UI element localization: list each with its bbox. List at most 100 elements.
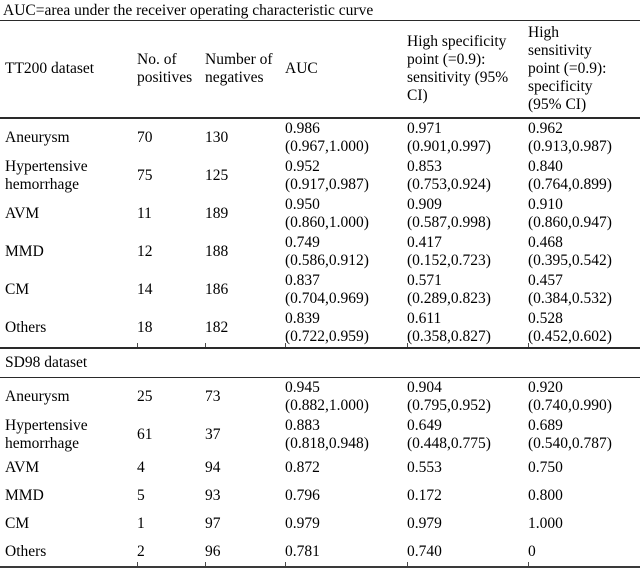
sensitivity-value: 0.979 <box>407 515 442 532</box>
auc-confidence-interval: (0.818,0.948) <box>285 435 369 452</box>
sensitivity-value: 0.571 <box>407 272 442 289</box>
specificity-value: 0.689 <box>528 417 563 434</box>
specificity-confidence-interval: (0.384,0.532) <box>528 290 612 307</box>
auc-confidence-interval: (0.917,0.987) <box>285 176 369 193</box>
cell-positives: 12 <box>137 243 153 260</box>
table-row: CM 14 186 0.837 (0.704,0.969) 0.571 (0.2… <box>0 271 640 309</box>
specificity-value: 0.468 <box>528 234 563 251</box>
cell-specificity: 0.528 (0.452,0.602) <box>528 309 640 348</box>
cell-specificity: 0.457 (0.384,0.532) <box>528 271 640 309</box>
cell-positives: 1 <box>137 515 145 532</box>
sensitivity-value: 0.611 <box>407 310 442 327</box>
sensitivity-confidence-interval: (0.753,0.924) <box>407 176 491 193</box>
auc-value: 0.986 <box>285 120 320 137</box>
specificity-value: 0.920 <box>528 379 563 396</box>
cell-category: Aneurysm <box>5 388 70 405</box>
cell-category: AVM <box>5 205 40 222</box>
sensitivity-confidence-interval: (0.152,0.723) <box>407 252 491 269</box>
cell-negatives: 94 <box>205 459 221 476</box>
column-header-positives: No. of positives <box>137 21 205 119</box>
auc-value: 0.883 <box>285 417 320 434</box>
sensitivity-confidence-interval: (0.587,0.998) <box>407 214 491 231</box>
cell-positives: 2 <box>137 538 205 567</box>
table-row: Others 2 96 0.781 0.740 0 <box>0 538 640 567</box>
cell-positives: 14 <box>137 281 153 298</box>
auc-value: 0.952 <box>285 158 320 175</box>
cell-positives: 25 <box>137 388 153 405</box>
table-row: MMD 12 188 0.749 (0.586,0.912) 0.417 (0.… <box>0 233 640 271</box>
column-header-high-specificity: High specificity point (=0.9): sensitivi… <box>407 21 528 119</box>
cell-negatives: 130 <box>205 129 229 146</box>
cell-sensitivity: 0.909 (0.587,0.998) <box>407 195 528 233</box>
specificity-confidence-interval: (0.740,0.990) <box>528 397 612 414</box>
cell-sensitivity: 0.417 (0.152,0.723) <box>407 233 528 271</box>
specificity-value: 0.457 <box>528 272 563 289</box>
auc-value: 0.781 <box>285 543 320 560</box>
sensitivity-confidence-interval: (0.901,0.997) <box>407 138 491 155</box>
cell-auc: 0.837 (0.704,0.969) <box>285 271 407 309</box>
cell-auc: 0.839 (0.722,0.959) <box>285 309 407 348</box>
auc-value: 0.839 <box>285 310 320 327</box>
cell-sensitivity: 0.853 (0.753,0.924) <box>407 157 528 195</box>
sensitivity-value: 0.649 <box>407 417 442 434</box>
column-header-dataset: TT200 dataset <box>0 21 137 119</box>
table-row: Hypertensive hemorrhage 75 125 0.952 (0.… <box>0 157 640 195</box>
sensitivity-value: 0.417 <box>407 234 442 251</box>
specificity-confidence-interval: (0.395,0.542) <box>528 252 612 269</box>
specificity-value: 0.840 <box>528 158 563 175</box>
column-header-high-sensitivity: High sensitivity point (=0.9): specifici… <box>528 21 640 119</box>
cell-negatives: 97 <box>205 515 221 532</box>
cell-auc: 0.950 (0.860,1.000) <box>285 195 407 233</box>
sensitivity-value: 0.740 <box>407 543 442 560</box>
cell-sensitivity: 0.971 (0.901,0.997) <box>407 118 528 157</box>
auc-confidence-interval: (0.722,0.959) <box>285 328 369 345</box>
cell-negatives: 73 <box>205 388 221 405</box>
auc-value: 0.950 <box>285 196 320 213</box>
specificity-confidence-interval: (0.860,0.947) <box>528 214 612 231</box>
cell-category: Hypertensive hemorrhage <box>5 417 88 452</box>
specificity-value: 0.528 <box>528 310 563 327</box>
cell-specificity: 0.962 (0.913,0.987) <box>528 118 640 157</box>
auc-confidence-interval: (0.882,1.000) <box>285 397 369 414</box>
cell-category: Hypertensive hemorrhage <box>5 158 88 193</box>
cell-positives: 4 <box>137 459 145 476</box>
specificity-confidence-interval: (0.764,0.899) <box>528 176 612 193</box>
specificity-value: 0.910 <box>528 196 563 213</box>
cell-category: Others <box>5 319 47 336</box>
cell-auc: 0.781 <box>285 538 407 567</box>
table-row: MMD 5 93 0.796 0.172 0.800 <box>0 482 640 510</box>
cell-negatives: 182 <box>205 309 285 348</box>
sensitivity-confidence-interval: (0.448,0.775) <box>407 435 491 452</box>
cell-negatives: 37 <box>205 426 221 443</box>
table-footnote-caption: AUC=area under the receiver operating ch… <box>0 0 640 21</box>
cell-specificity: 0.910 (0.860,0.947) <box>528 195 640 233</box>
cell-specificity: 0.689 (0.540,0.787) <box>528 416 640 454</box>
sensitivity-value: 0.971 <box>407 120 442 137</box>
header-row: TT200 dataset No. of positives Number of… <box>0 21 640 119</box>
table-row: Others 18 182 0.839 (0.722,0.959) 0.611 … <box>0 309 640 348</box>
auc-value: 0.796 <box>285 487 320 504</box>
auc-value: 0.979 <box>285 515 320 532</box>
cell-auc: 0.986 (0.967,1.000) <box>285 118 407 157</box>
specificity-value: 1.000 <box>528 515 563 532</box>
table-row: CM 1 97 0.979 0.979 1.000 <box>0 510 640 538</box>
sensitivity-confidence-interval: (0.289,0.823) <box>407 290 491 307</box>
cell-auc: 0.979 <box>285 510 407 538</box>
cell-sensitivity: 0.553 <box>407 454 528 482</box>
cell-auc: 0.952 (0.917,0.987) <box>285 157 407 195</box>
auc-value: 0.872 <box>285 459 320 476</box>
specificity-confidence-interval: (0.452,0.602) <box>528 328 612 345</box>
cell-category: CM <box>5 281 30 298</box>
cell-sensitivity: 0.904 (0.795,0.952) <box>407 378 528 417</box>
sensitivity-value: 0.904 <box>407 379 442 396</box>
auc-value: 0.837 <box>285 272 320 289</box>
cell-negatives: 188 <box>205 243 229 260</box>
sensitivity-value: 0.172 <box>407 487 442 504</box>
column-header-negatives: Number of negatives <box>205 21 285 119</box>
sensitivity-value: 0.909 <box>407 196 442 213</box>
cell-negatives: 186 <box>205 281 229 298</box>
cell-sensitivity: 0.571 (0.289,0.823) <box>407 271 528 309</box>
specificity-value: 0 <box>528 543 536 560</box>
cell-specificity: 1.000 <box>528 510 640 538</box>
